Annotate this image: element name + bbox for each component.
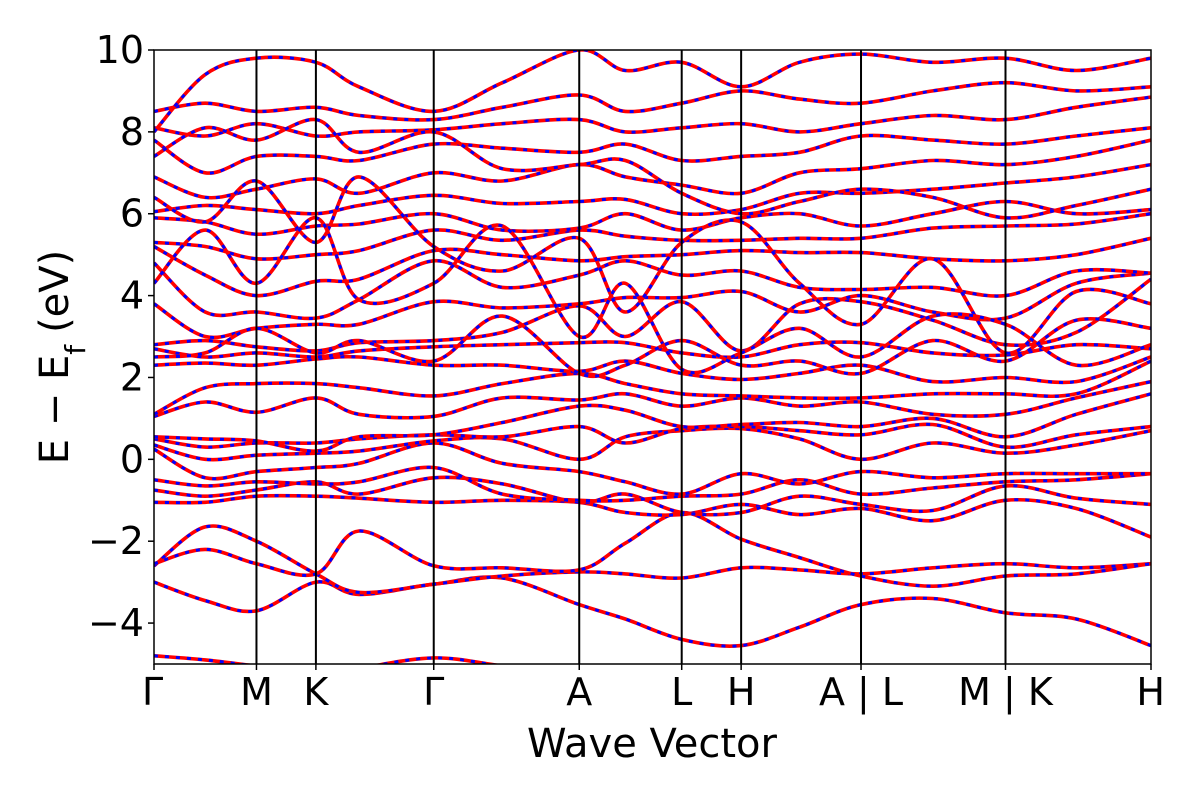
y-tick-label-2: 0 [120,437,144,481]
band-line-dashed-26 [154,50,1151,133]
band-line-dashed-6 [154,465,1151,503]
band-line-dashed-9 [154,422,1151,449]
band-line-dashed-16 [154,271,1151,339]
y-tick-label-0: −4 [88,601,144,645]
x-tick-label-6: H [727,670,756,714]
x-tick-label-7: A | L [819,670,903,715]
x-tick-label-0: Γ [142,670,163,714]
x-tick-label-2: K [303,670,329,714]
band-line-7 [154,441,1151,496]
band-line-12 [154,359,1151,416]
band-line-dashed-14 [154,340,1151,359]
y-tick-label-1: −2 [88,519,144,563]
x-tick-label-5: L [671,670,692,714]
plot-frame [153,49,1152,665]
y-tick-label-7: 10 [96,28,144,72]
band-line-dashed-13 [154,355,1151,384]
y-axis-ticks: −4 −2 0 2 4 6 8 10 [88,28,154,645]
x-tick-label-9: H [1136,670,1165,714]
band-line-dashed-4 [154,494,1151,539]
band-line-dashed-24 [154,95,1151,138]
high-symmetry-lines [255,50,1007,664]
x-tick-label-1: M [240,670,273,714]
band-line-dashed-19 [154,212,1151,261]
band-line-dashed-10 [154,392,1151,453]
y-axis-title: E − Ef (eV) [32,250,92,465]
x-tick-label-8: M | K [958,670,1054,715]
band-line-dashed-22 [154,138,1151,200]
y-tick-label-4: 4 [120,274,144,318]
band-line-dashed-27 [154,118,1151,220]
band-line-dashed-21 [154,163,1151,216]
band-line-8 [154,426,1151,462]
band-lines [154,50,1151,664]
x-tick-label-4: A [566,670,592,714]
y-axis-title-subscript: f [59,344,92,355]
band-line-30 [154,314,1151,379]
band-line-dashed-3 [154,510,1151,588]
y-tick-label-6: 8 [120,110,144,154]
band-line-dashed-25 [154,81,1151,122]
band-line-dashed-29 [154,216,1151,375]
y-tick-label-3: 2 [120,355,144,399]
band-line-dashed-2 [154,524,1151,595]
y-tick-label-5: 6 [120,192,144,236]
y-axis-title-unit: (eV) [32,250,78,333]
band-line-1 [154,575,1151,648]
band-line-dashed-23 [154,126,1151,175]
x-tick-label-3: Γ [423,670,444,714]
y-axis-title-main: E − E [32,355,78,465]
band-line-dashed-15 [154,277,1151,353]
band-line-dashed-18 [154,236,1151,298]
band-line-dashed-11 [154,380,1151,420]
x-axis-title: Wave Vector [527,721,778,767]
